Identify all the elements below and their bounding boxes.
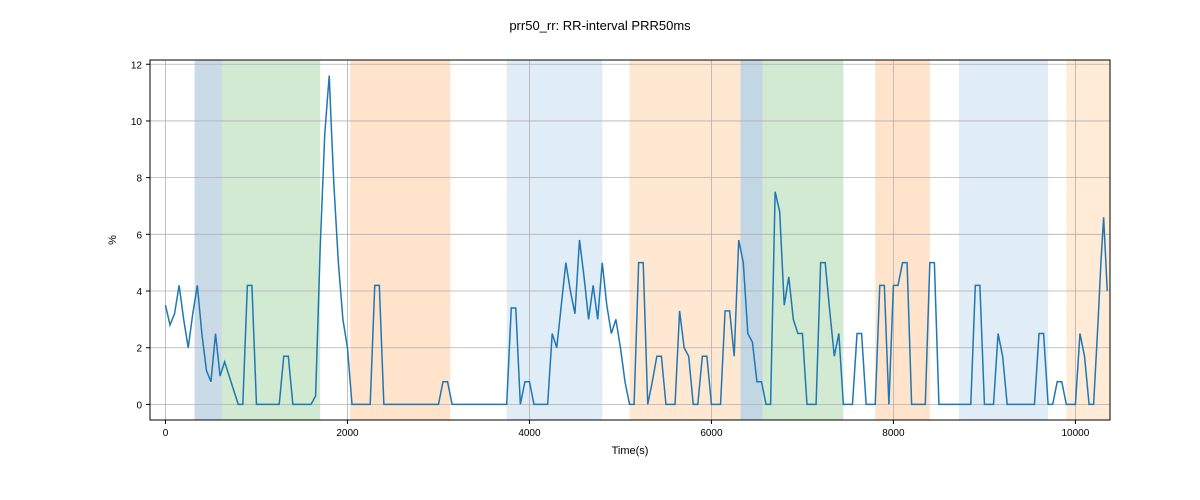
y-axis-label: % [107,235,119,245]
x-tick-label: 0 [163,428,169,439]
background-band [350,60,450,420]
x-tick-label: 4000 [518,428,541,439]
y-tick-label: 12 [131,60,143,71]
background-band [507,60,603,420]
y-tick-label: 2 [136,344,142,355]
chart-container: prr50_rr: RR-interval PRR50ms 0 2000 4000 6… [0,0,1200,500]
x-tick-label: 2000 [336,428,359,439]
chart-svg: 0 2000 4000 6000 8000 10000 0 2 4 6 8 10 12 Time(s)% [0,0,1200,500]
x-tick-label: 6000 [700,428,723,439]
chart-title: prr50_rr: RR-interval PRR50ms [0,18,1200,33]
background-band [1066,60,1110,420]
y-tick-label: 8 [136,174,142,185]
background-band [195,60,222,420]
background-band [875,60,930,420]
x-tick-label: 8000 [882,428,905,439]
background-band [741,60,763,420]
y-tick-label: 10 [131,117,143,128]
y-tick-label: 0 [136,400,142,411]
y-tick-label: 4 [136,287,142,298]
y-tick-label: 6 [136,230,142,241]
x-tick-label: 10000 [1062,428,1090,439]
x-axis-label: Time(s) [612,445,649,457]
background-band [222,60,320,420]
